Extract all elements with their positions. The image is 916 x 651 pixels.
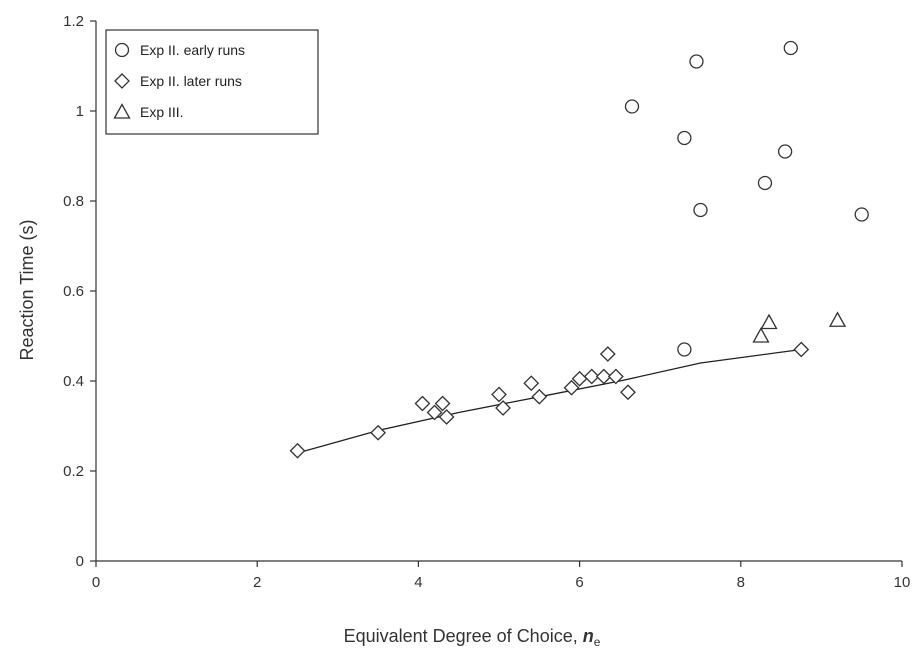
diamond-data-point (426, 404, 443, 421)
x-axis-title-variable: n (583, 626, 594, 646)
circle-data-point (677, 342, 692, 357)
diamond-data-point (370, 424, 387, 441)
x-tick-label: 6 (575, 574, 583, 591)
diamond-data-point (523, 375, 540, 392)
y-tick-label: 1.2 (63, 13, 84, 30)
diamond-data-point (620, 384, 636, 401)
legend-circle-marker (114, 42, 130, 58)
x-axis-title-main: Equivalent Degree of Choice, (344, 626, 583, 646)
diamond-data-point (793, 341, 810, 358)
legend-label: Exp III. (140, 104, 184, 120)
triangle-data-point (828, 311, 847, 327)
triangle-data-point (752, 327, 770, 343)
y-tick-label: 0.8 (63, 193, 84, 210)
fit-line (297, 348, 802, 454)
legend-label: Exp II. early runs (140, 42, 245, 58)
circle-data-point (757, 175, 773, 191)
triangle-data-point (760, 313, 778, 330)
circle-data-point (677, 130, 692, 146)
x-tick-label: 0 (92, 574, 100, 591)
diamond-data-point (495, 400, 511, 416)
y-tick-label: 0.4 (63, 373, 84, 390)
y-tick-label: 0.6 (63, 283, 84, 300)
x-tick-label: 10 (894, 574, 911, 591)
diamond-data-point (414, 395, 431, 412)
y-tick-label: 0 (76, 553, 84, 570)
legend-label: Exp II. later runs (140, 73, 242, 89)
diamond-data-point (599, 346, 616, 362)
y-tick-label: 1 (76, 103, 84, 120)
circle-data-point (783, 40, 798, 56)
circle-data-point (854, 207, 869, 222)
diamond-data-point (289, 442, 306, 459)
circle-data-point (693, 202, 708, 218)
diamond-data-point (491, 386, 507, 403)
diamond-data-point (583, 368, 600, 385)
diamond-data-point (438, 409, 455, 425)
diamond-data-point (595, 368, 612, 385)
diamond-data-point (563, 379, 580, 396)
circle-data-point (624, 99, 640, 114)
legend-triangle-marker (113, 103, 131, 119)
circle-data-point (689, 54, 704, 69)
x-axis-title: Equivalent Degree of Choice, ne (344, 626, 601, 649)
x-tick-label: 4 (414, 574, 422, 591)
diamond-data-point (531, 388, 548, 405)
legend-diamond-marker (114, 73, 130, 89)
y-tick-label: 0.2 (63, 463, 84, 480)
diamond-data-point (434, 395, 451, 412)
x-tick-label: 2 (253, 574, 261, 591)
legend: Exp II. early runs Exp II. later runs Exp … (105, 29, 319, 135)
data-points (289, 40, 869, 459)
x-axis-title-subscript: e (594, 635, 601, 649)
y-axis-title: Reaction Time (s) (17, 219, 37, 360)
x-ticks: 0 2 4 6 8 10 (92, 561, 911, 591)
legend-box (105, 29, 319, 135)
diamond-data-point (607, 368, 624, 385)
y-ticks: 0 0.2 0.4 0.6 0.8 1 1.2 (63, 13, 96, 570)
x-tick-label: 8 (737, 574, 745, 591)
circle-data-point (777, 144, 793, 159)
